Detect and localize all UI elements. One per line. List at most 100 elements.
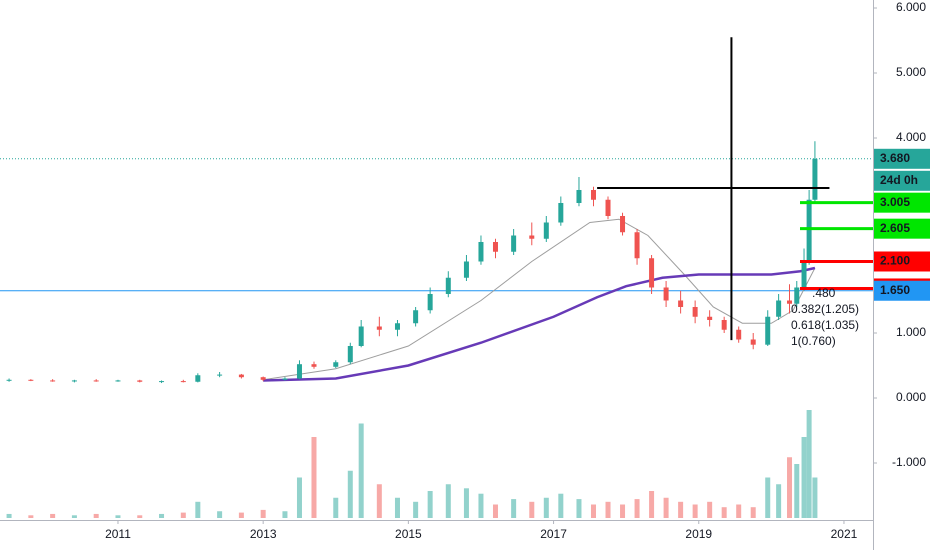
candle-body [707,316,713,320]
volume-bar [6,513,12,518]
candle-body [296,364,302,379]
candle-body [736,329,742,340]
volume-bar [678,501,684,518]
volume-bar [238,512,244,518]
volume-bar [333,497,339,518]
volume-bar [576,499,582,518]
candle-body [217,374,223,376]
volume-bar [28,515,34,518]
volume-bar [806,410,812,518]
volume-bar [71,515,77,518]
candle-body [445,277,451,294]
candle-body [692,306,698,317]
candle-body [195,375,201,382]
volume-bar [93,513,99,518]
candle-body [806,199,812,262]
candle-body [543,222,549,239]
volume-bar [801,437,807,518]
candle-body [238,374,244,378]
volume-bar [427,491,433,518]
price-tag [874,192,930,213]
candle-body [812,158,818,200]
candle-body [492,241,498,252]
candle-body [413,310,419,324]
volume-bar [812,477,818,518]
candle-body [801,261,807,288]
volume-bar [620,504,626,518]
price-tag-label: 3.005 [880,195,910,209]
candle-body [765,316,771,345]
fib-label: 1(0.760) [791,334,836,348]
candle-body [71,380,77,382]
x-tick-label: 2013 [250,527,277,541]
candle-body [605,199,611,216]
volume-bar [543,497,549,518]
candle-body [620,215,626,233]
volume-bar [413,501,419,518]
volume-bar [137,515,143,518]
candle-body [347,345,353,363]
price-tag-label: 3.680 [880,151,910,165]
candle-body [93,380,99,382]
candle-body [787,300,793,304]
volume-bar [787,457,793,518]
volume-bar [347,470,353,518]
candle-body [576,189,582,203]
volume-bar [50,513,56,518]
volume-bar [260,509,266,518]
volume-bar [217,511,223,518]
x-tick-label: 2021 [831,527,858,541]
x-tick-label: 2011 [105,527,131,541]
volume-bar [511,499,517,518]
candle-body [721,319,727,330]
volume-bar [296,477,302,518]
volume-bar [721,507,727,518]
price-tag-label: 2.100 [880,254,910,268]
candle-body [529,235,535,239]
candle-body [28,379,34,381]
volume-bar [750,507,756,518]
volume-bar [159,513,165,518]
volume-bar [478,493,484,518]
volume-bar [707,501,713,518]
volume-bar [663,497,669,518]
candle-body [159,381,165,383]
candle-body [115,380,121,382]
candle-body [137,380,143,382]
volume-bar [115,515,121,518]
price-tag [874,148,930,169]
price-tag [874,218,930,239]
candle-body [649,258,655,288]
volume-bar [282,511,288,518]
candle-body [478,241,484,262]
countdown-label: 24d 0h [880,173,918,187]
candle-body [463,261,469,278]
volume-bar [463,488,469,518]
volume-bar [180,512,186,518]
candle-body [50,380,56,382]
y-tick-label: 1.000 [896,325,926,339]
volume-bar [794,464,800,518]
x-tick-label: 2017 [540,527,567,541]
candle-body [260,377,266,380]
y-tick-label: -1.000 [892,455,926,469]
volume-bar [736,504,742,518]
candle-body [6,379,12,381]
candle-body [311,364,317,367]
price-tag [874,251,930,272]
moving-average [263,266,816,382]
candle-body [794,287,800,304]
price-tag [874,280,930,301]
candle-body [511,235,517,252]
candle-body [333,362,339,367]
volume-bar [492,504,498,518]
volume-bar [358,423,364,518]
candle-body [427,293,433,311]
y-tick-label: 4.000 [896,130,926,144]
plot: .480 0.382(1.205) 0.618(1.035) 1(0.760) [0,37,873,518]
volume-bar [394,497,400,518]
volume-bar [605,501,611,518]
volume-bar [311,437,317,518]
volume-bar [529,501,535,518]
